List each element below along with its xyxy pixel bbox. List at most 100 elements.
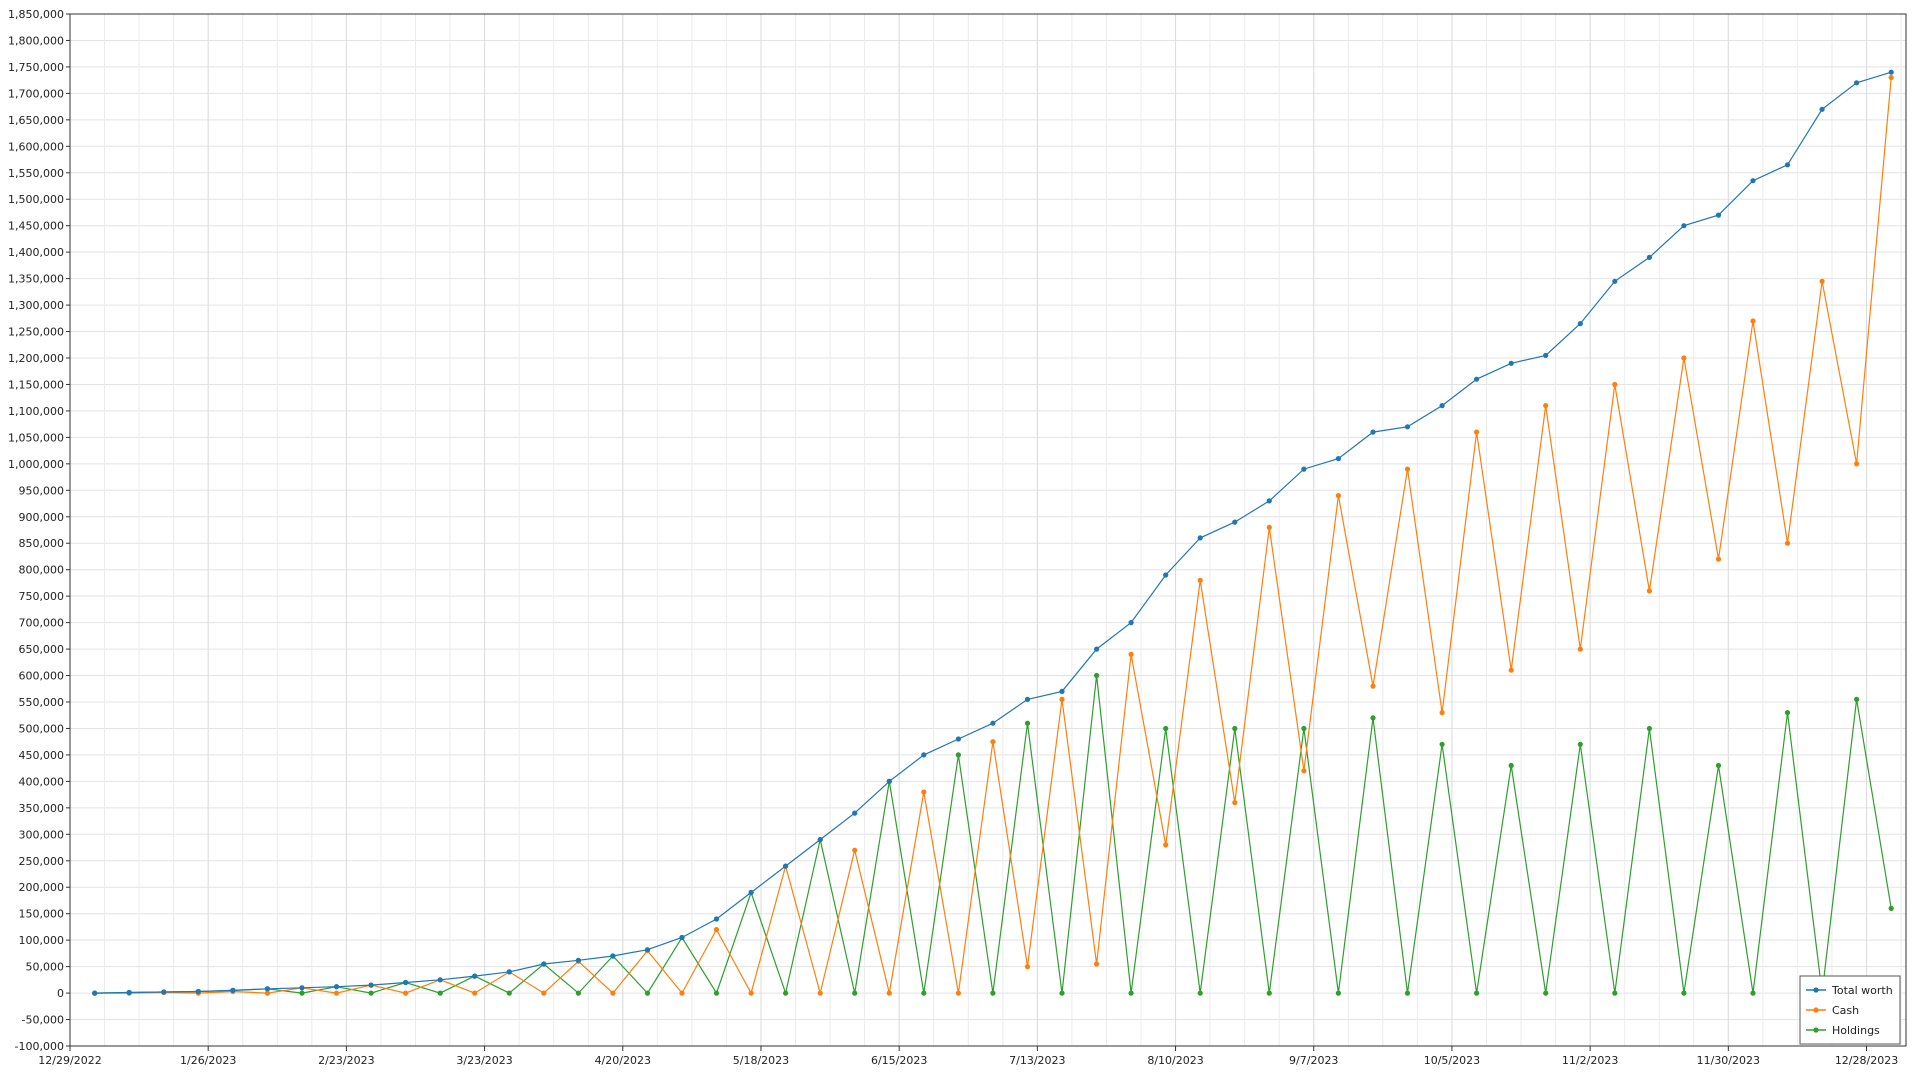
data-point (126, 989, 132, 996)
data-point (1370, 683, 1376, 689)
data-point (1854, 696, 1860, 703)
data-point (1750, 318, 1756, 324)
data-point (1543, 403, 1549, 409)
data-point (403, 990, 409, 996)
data-point (1474, 990, 1480, 996)
data-point (1232, 800, 1238, 806)
x-tick-label: 12/29/2022 (38, 1054, 101, 1067)
y-tick-label: 300,000 (19, 828, 65, 841)
data-point (817, 990, 823, 996)
series-line (94, 77, 1892, 995)
x-tick-label: 12/28/2023 (1835, 1054, 1898, 1067)
data-point (852, 810, 858, 816)
x-tick-label: 2/23/2023 (318, 1054, 374, 1067)
data-point (1854, 461, 1860, 467)
data-point (1784, 710, 1791, 716)
data-point (1681, 355, 1687, 361)
data-point (713, 927, 720, 933)
series-layer (92, 69, 1894, 996)
data-point (541, 990, 547, 996)
data-point (1888, 905, 1894, 912)
data-point (1750, 178, 1756, 184)
data-point (1094, 672, 1100, 679)
data-point (1024, 964, 1031, 970)
data-point (575, 957, 582, 963)
y-tick-label: 100,000 (19, 934, 65, 947)
data-point (1370, 429, 1376, 435)
data-point (644, 947, 651, 953)
data-point (1784, 540, 1791, 546)
y-tick-label: 1,750,000 (8, 61, 64, 74)
y-tick-label: 1,050,000 (8, 431, 64, 444)
data-point (264, 986, 270, 992)
data-point (472, 973, 478, 979)
data-point (1715, 212, 1722, 218)
legend-entry: Cash (1832, 1004, 1859, 1017)
y-tick-label: 1,800,000 (8, 34, 64, 47)
x-tick-label: 5/18/2023 (733, 1054, 789, 1067)
data-point (472, 990, 478, 996)
y-tick-label: 600,000 (19, 670, 65, 683)
data-point (1715, 762, 1722, 769)
data-point (1715, 556, 1722, 562)
data-point (1646, 725, 1652, 732)
data-point (817, 837, 823, 843)
x-tick-label: 7/13/2023 (1009, 1054, 1065, 1067)
x-tick-label: 10/5/2023 (1424, 1054, 1480, 1067)
data-point (1784, 162, 1791, 168)
data-point (1819, 106, 1825, 112)
data-point (886, 778, 892, 785)
y-tick-label: 1,500,000 (8, 193, 64, 206)
series-total-worth (92, 69, 1894, 996)
data-point (679, 990, 685, 996)
data-point (644, 990, 651, 996)
y-tick-label: 1,100,000 (8, 405, 64, 418)
data-point (1439, 403, 1445, 409)
data-point (713, 916, 720, 922)
data-point (1474, 376, 1480, 382)
data-point (1888, 74, 1894, 81)
data-point (1059, 688, 1065, 695)
x-tick-label: 11/30/2023 (1697, 1054, 1760, 1067)
data-point (1577, 321, 1583, 327)
data-point (921, 752, 927, 758)
data-point (161, 989, 167, 995)
data-point (1024, 720, 1031, 726)
legend-swatch-marker (1813, 1007, 1819, 1013)
data-point (1232, 519, 1238, 525)
y-tick-label: 1,600,000 (8, 140, 64, 153)
data-point (955, 752, 962, 758)
y-tick-label: 400,000 (19, 775, 65, 788)
y-tick-label: 150,000 (19, 908, 65, 921)
data-point (1335, 493, 1341, 499)
data-point (1301, 725, 1307, 732)
grid-lines (69, 13, 1906, 1047)
y-tick-label: 1,650,000 (8, 114, 64, 127)
data-point (1819, 278, 1825, 284)
data-point (955, 736, 962, 742)
data-point (403, 979, 409, 986)
data-point (1059, 990, 1065, 996)
data-point (748, 990, 754, 996)
data-point (852, 990, 858, 996)
data-point (679, 934, 685, 941)
data-point (1197, 990, 1203, 996)
data-point (921, 990, 927, 996)
legend-entry: Holdings (1832, 1024, 1880, 1037)
data-point (1750, 990, 1756, 996)
data-point (1612, 381, 1618, 388)
y-tick-label: 900,000 (19, 511, 65, 524)
y-tick-label: 1,150,000 (8, 378, 64, 391)
data-point (368, 982, 374, 988)
x-tick-label: 4/20/2023 (595, 1054, 651, 1067)
y-tick-label: 1,450,000 (8, 220, 64, 233)
y-tick-label: 950,000 (19, 484, 65, 497)
data-point (783, 863, 789, 869)
y-tick-label: 450,000 (19, 749, 65, 762)
data-point (1577, 741, 1583, 747)
data-point (852, 847, 858, 853)
legend-swatch-marker (1813, 1027, 1819, 1033)
data-point (1543, 352, 1549, 358)
data-point (1370, 715, 1376, 721)
